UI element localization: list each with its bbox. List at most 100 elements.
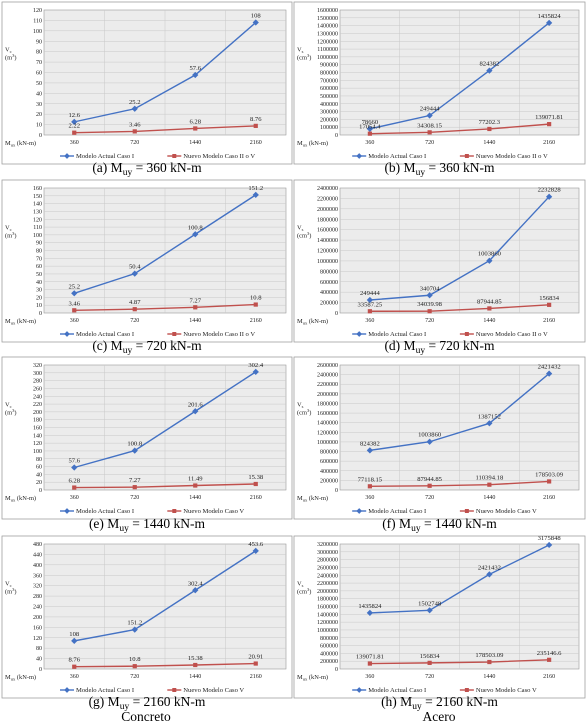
x-tick-label: 720 [130, 318, 139, 324]
data-point [426, 438, 433, 445]
y-tick-label: 160 [33, 625, 42, 631]
x-tick-labels: 360 720 1440 2160 [365, 140, 555, 146]
y-axis-unit: (cm3) [297, 408, 311, 416]
y-gridlines [340, 188, 579, 313]
x-tick-label: 1440 [189, 318, 201, 324]
y-tick-label: 120 [33, 636, 42, 642]
data-point [486, 420, 493, 427]
y-tick-label: 400000 [320, 102, 338, 108]
legend: Modelo Actual Caso I Nuevo Modelo Caso II… [352, 153, 548, 160]
legend: Modelo Actual Caso I Nuevo Modelo Caso II… [60, 331, 255, 338]
data-label: 100.8 [127, 441, 143, 448]
data-label: 3.46 [129, 121, 141, 128]
data-label: 156834 [539, 295, 559, 302]
data-label: 156834 [420, 653, 440, 660]
panel-caption: (b) Muy = 360 kN-m [384, 160, 495, 178]
legend-entry: Nuevo Modelo Caso II o V [476, 331, 548, 338]
y-tick-label: 120 [33, 441, 42, 447]
y-tick-label: 110 [33, 225, 42, 231]
data-label: 57.6 [68, 458, 80, 465]
y-tick-labels: 0 200000 400000 600000 800000 1000000 1200000 1… [317, 186, 338, 317]
y-tick-label: 320 [33, 363, 42, 369]
legend-entry: Modelo Actual Caso I [368, 687, 426, 694]
data-label: 824382 [360, 440, 380, 447]
y-tick-label: 20 [36, 480, 42, 486]
y-axis-unit: (cm3) [297, 231, 311, 239]
data-label: 34308.15 [417, 122, 442, 129]
legend-entry: Nuevo Modelo Caso II o V [476, 153, 548, 160]
y-tick-label: 90 [36, 241, 42, 247]
y-tick-label: 200000 [320, 659, 338, 665]
data-point [427, 130, 432, 135]
panel-caption: (c) Muy = 720 kN-m [92, 338, 202, 356]
panel-caption: (e) Muy = 1440 kN-m [89, 516, 206, 534]
data-point [366, 296, 373, 304]
x-tick-labels: 360 720 1440 2160 [365, 318, 555, 324]
x-tick-label: 360 [365, 674, 374, 680]
x-tick-labels: 360 720 1440 2160 [70, 674, 262, 680]
series-2: 139071.81 156834 178503.09 235146.6 [356, 650, 562, 666]
data-label: 4.87 [129, 299, 141, 306]
y-tick-label: 0 [335, 133, 338, 139]
y-tick-label: 1600000 [317, 228, 338, 234]
series-1: 1435824 1502748 2421432 3175848 [358, 535, 561, 617]
y-tick-label: 360 [33, 573, 42, 579]
data-point [366, 609, 373, 617]
y-tick-label: 40 [36, 280, 42, 286]
y-tick-label: 80 [36, 457, 42, 463]
y-tick-label: 20 [36, 112, 42, 118]
column-label-concreto: Concreto [121, 709, 171, 724]
x-tick-label: 360 [70, 495, 79, 501]
legend-marker [64, 331, 70, 337]
data-point [252, 368, 259, 375]
y-tick-label: 200000 [320, 478, 338, 484]
y-tick-label: 40 [36, 657, 42, 663]
data-point [486, 571, 493, 578]
data-label: 12.6 [68, 112, 80, 119]
data-point [547, 302, 552, 307]
y-tick-label: 60 [36, 264, 42, 270]
y-tick-label: 200 [33, 410, 42, 416]
y-tick-label: 0 [39, 667, 42, 673]
y-tick-label: 1400000 [317, 24, 338, 30]
y-tick-label: 400000 [320, 651, 338, 657]
data-label: 25.2 [129, 99, 141, 106]
y-tick-label: 1200000 [317, 430, 338, 436]
data-point [192, 231, 199, 238]
y-tick-label: 2200000 [317, 196, 338, 202]
data-label: 7.27 [189, 297, 201, 304]
chart-panel-c: 0102030405060708090100110120130140150160… [1, 179, 293, 343]
data-point [367, 661, 372, 666]
legend-marker [172, 688, 177, 692]
y-tick-label: 2400000 [317, 373, 338, 379]
data-point [367, 309, 372, 314]
y-tick-label: 1000000 [317, 440, 338, 446]
series-2: 17054.4 34308.15 77202.3 139071.81 [359, 114, 563, 136]
x-tick-label: 2160 [250, 140, 262, 146]
data-point [427, 309, 432, 314]
y-tick-label: 280 [33, 379, 42, 385]
series-2: 2.22 3.46 6.28 8.76 [68, 116, 262, 135]
data-label: 20.91 [248, 654, 263, 661]
data-label: 151.2 [127, 620, 142, 627]
y-axis-label: Vc [5, 401, 12, 409]
y-tick-label: 40 [36, 91, 42, 97]
x-tick-label: 2160 [250, 495, 262, 501]
y-tick-label: 0 [335, 488, 338, 494]
y-tick-label: 3000000 [317, 550, 338, 556]
data-label: 824382 [479, 61, 499, 68]
x-tick-label: 360 [70, 318, 79, 324]
data-point [71, 118, 78, 125]
data-label: 77118.15 [358, 476, 383, 483]
legend-marker [172, 509, 177, 513]
y-tick-labels: 0 200000 400000 600000 800000 1000000 1200000 1… [317, 363, 338, 494]
x-axis-label: Mux (kN-m) [297, 495, 328, 503]
x-tick-labels: 360 720 1440 2160 [70, 495, 262, 501]
legend-marker [356, 687, 363, 693]
y-tick-label: 1000000 [317, 259, 338, 265]
x-axis-label: Mux (kN-m) [297, 318, 328, 326]
y-tick-label: 1600000 [317, 605, 338, 611]
data-label: 17054.4 [359, 124, 381, 131]
data-label: 151.2 [248, 185, 263, 192]
series-line [369, 304, 550, 312]
